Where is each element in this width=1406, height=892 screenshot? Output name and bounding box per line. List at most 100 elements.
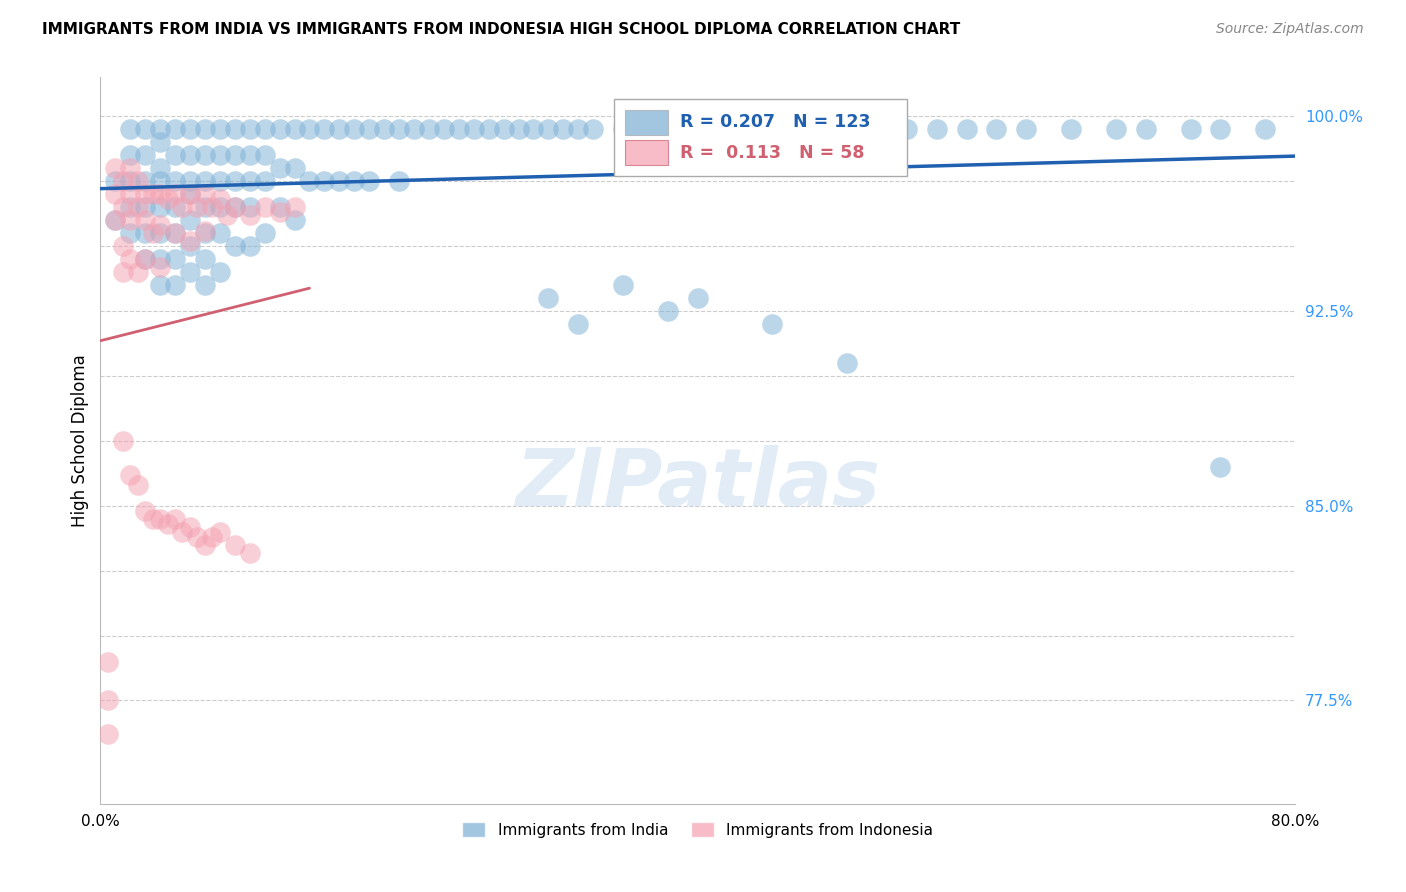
Point — [172, 524, 194, 539]
Point — [194, 224, 217, 238]
Point — [194, 278, 217, 293]
Point — [627, 122, 650, 136]
Point — [120, 213, 142, 227]
Point — [217, 208, 239, 222]
Point — [208, 226, 231, 240]
Point — [269, 122, 291, 136]
Point — [612, 278, 634, 293]
Point — [111, 434, 134, 448]
Point — [1135, 122, 1157, 136]
Point — [194, 174, 217, 188]
Point — [127, 478, 149, 492]
Point — [224, 538, 246, 552]
Point — [239, 200, 262, 214]
Point — [388, 122, 411, 136]
Point — [163, 512, 186, 526]
Point — [163, 226, 186, 240]
Point — [567, 317, 589, 331]
Point — [657, 304, 679, 318]
Point — [418, 122, 440, 136]
Point — [492, 122, 515, 136]
Point — [314, 174, 336, 188]
Point — [149, 200, 172, 214]
Point — [686, 122, 709, 136]
Point — [283, 161, 305, 176]
Point — [328, 174, 350, 188]
Point — [269, 161, 291, 176]
Point — [120, 226, 142, 240]
Point — [179, 234, 201, 248]
Point — [111, 239, 134, 253]
Point — [111, 200, 134, 214]
Point — [433, 122, 456, 136]
Point — [537, 122, 560, 136]
Point — [142, 187, 165, 202]
Point — [686, 291, 709, 305]
Point — [149, 161, 172, 176]
Point — [149, 226, 172, 240]
Point — [149, 512, 172, 526]
Point — [104, 161, 127, 176]
Point — [201, 530, 224, 544]
Point — [239, 174, 262, 188]
Point — [208, 524, 231, 539]
Point — [343, 122, 366, 136]
Point — [179, 187, 201, 202]
Point — [208, 193, 231, 207]
Point — [179, 122, 201, 136]
Point — [835, 356, 858, 370]
Point — [134, 200, 156, 214]
Point — [224, 239, 246, 253]
Point — [359, 174, 381, 188]
Point — [253, 200, 276, 214]
Point — [179, 519, 201, 533]
Point — [127, 174, 149, 188]
Point — [134, 504, 156, 518]
Point — [142, 512, 165, 526]
Point — [179, 174, 201, 188]
Point — [896, 122, 918, 136]
Point — [1209, 459, 1232, 474]
Point — [239, 208, 262, 222]
Point — [224, 122, 246, 136]
FancyBboxPatch shape — [624, 110, 668, 135]
Point — [179, 187, 201, 202]
Point — [104, 187, 127, 202]
Point — [120, 174, 142, 188]
Point — [359, 122, 381, 136]
Point — [120, 200, 142, 214]
Point — [239, 122, 262, 136]
Point — [208, 174, 231, 188]
Point — [866, 122, 889, 136]
Point — [717, 122, 740, 136]
Point — [179, 148, 201, 162]
Point — [179, 265, 201, 279]
Point — [156, 193, 179, 207]
Point — [298, 174, 321, 188]
Point — [120, 148, 142, 162]
Point — [239, 148, 262, 162]
Point — [612, 122, 634, 136]
Point — [835, 122, 858, 136]
Point — [208, 265, 231, 279]
Point — [388, 174, 411, 188]
Point — [149, 122, 172, 136]
Point — [1060, 122, 1083, 136]
Point — [163, 278, 186, 293]
Point — [163, 226, 186, 240]
Point — [1209, 122, 1232, 136]
Point — [328, 122, 350, 136]
Point — [1015, 122, 1038, 136]
Point — [373, 122, 395, 136]
Point — [134, 213, 156, 227]
Point — [224, 148, 246, 162]
Point — [163, 252, 186, 267]
Point — [156, 516, 179, 531]
Point — [134, 174, 156, 188]
Text: R = 0.207   N = 123: R = 0.207 N = 123 — [681, 113, 870, 131]
Point — [149, 278, 172, 293]
Point — [149, 136, 172, 150]
Point — [186, 200, 208, 214]
Legend: Immigrants from India, Immigrants from Indonesia: Immigrants from India, Immigrants from I… — [457, 815, 939, 844]
Point — [134, 187, 156, 202]
